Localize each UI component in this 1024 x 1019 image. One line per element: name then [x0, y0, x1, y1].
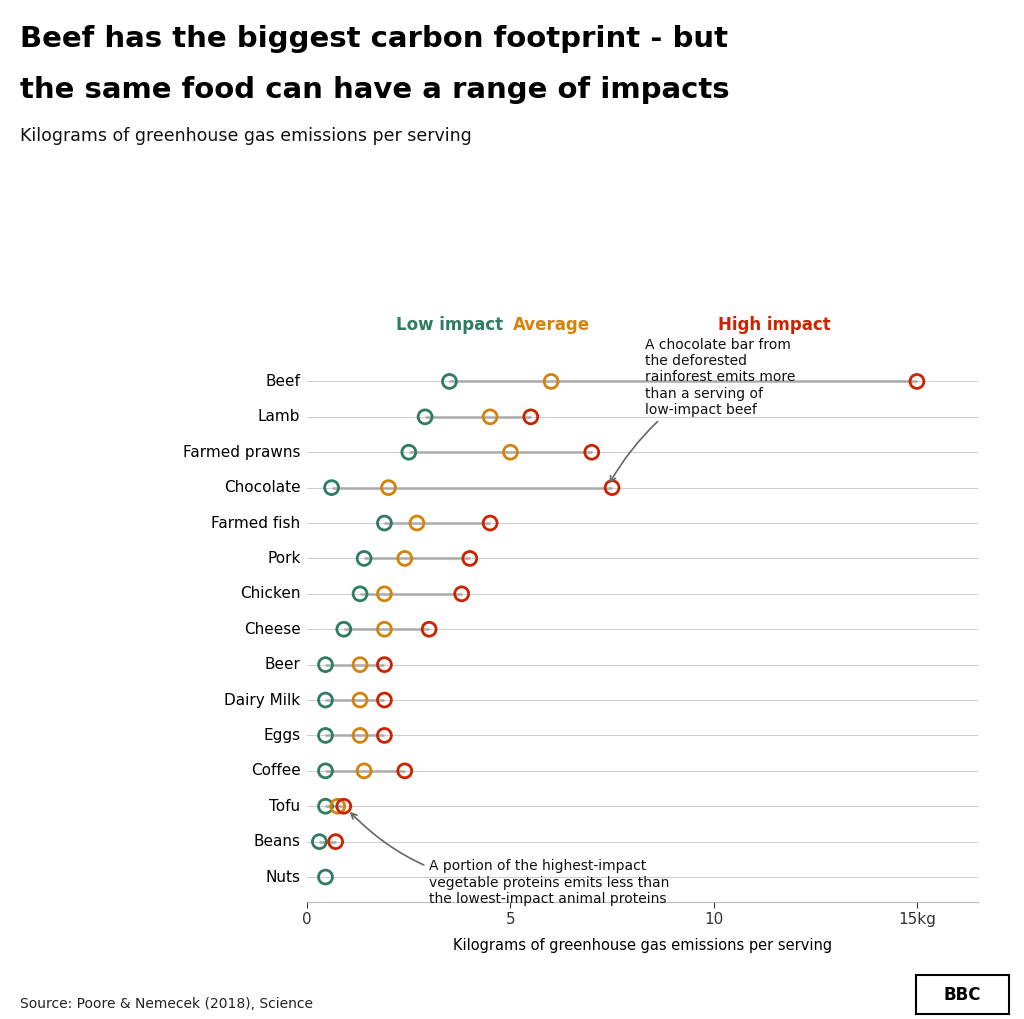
Text: Source: Poore & Nemecek (2018), Science: Source: Poore & Nemecek (2018), Science [20, 997, 313, 1011]
Point [376, 586, 392, 602]
Text: Tofu: Tofu [269, 799, 300, 814]
Point [317, 798, 334, 814]
Point [454, 586, 470, 602]
Point [396, 762, 413, 779]
Point [421, 621, 437, 638]
Point [482, 515, 499, 531]
Text: Coffee: Coffee [251, 763, 300, 779]
Text: Nuts: Nuts [265, 869, 300, 884]
Text: Lamb: Lamb [258, 410, 300, 424]
Point [311, 834, 328, 850]
X-axis label: Kilograms of greenhouse gas emissions per serving: Kilograms of greenhouse gas emissions pe… [453, 938, 833, 954]
Point [482, 409, 499, 425]
Text: Dairy Milk: Dairy Milk [224, 693, 300, 707]
Point [380, 480, 396, 496]
Point [352, 692, 369, 708]
Text: Average: Average [513, 316, 590, 333]
Text: Beef has the biggest carbon footprint - but: Beef has the biggest carbon footprint - … [20, 25, 728, 53]
Point [400, 444, 417, 461]
Point [336, 621, 352, 638]
Point [584, 444, 600, 461]
Point [543, 373, 559, 389]
Point [908, 373, 925, 389]
Point [376, 656, 392, 673]
Point [352, 586, 369, 602]
Point [317, 692, 334, 708]
Point [376, 692, 392, 708]
Point [356, 550, 373, 567]
Point [409, 515, 425, 531]
Text: A chocolate bar from
the deforested
rainforest emits more
than a serving of
low-: A chocolate bar from the deforested rain… [610, 338, 795, 482]
Point [441, 373, 458, 389]
Point [317, 869, 334, 886]
Point [352, 656, 369, 673]
Text: High impact: High impact [718, 316, 831, 333]
Text: Chicken: Chicken [240, 586, 300, 601]
Point [462, 550, 478, 567]
Point [376, 728, 392, 744]
Point [604, 480, 621, 496]
Point [522, 409, 539, 425]
Point [317, 762, 334, 779]
Text: Farmed prawns: Farmed prawns [183, 444, 300, 460]
Text: Beans: Beans [254, 835, 300, 849]
Text: BBC: BBC [944, 985, 981, 1004]
Text: Chocolate: Chocolate [224, 480, 300, 495]
Point [317, 656, 334, 673]
Text: A portion of the highest-impact
vegetable proteins emits less than
the lowest-im: A portion of the highest-impact vegetabl… [351, 813, 670, 906]
Text: Low impact: Low impact [396, 316, 503, 333]
Point [324, 480, 340, 496]
Point [376, 515, 392, 531]
Point [376, 621, 392, 638]
Text: the same food can have a range of impacts: the same food can have a range of impact… [20, 76, 730, 104]
Text: Beer: Beer [264, 657, 300, 673]
Text: Eggs: Eggs [263, 728, 300, 743]
Point [336, 798, 352, 814]
Text: Beef: Beef [265, 374, 300, 389]
Point [417, 409, 433, 425]
Text: Kilograms of greenhouse gas emissions per serving: Kilograms of greenhouse gas emissions pe… [20, 127, 472, 146]
Point [356, 762, 373, 779]
Point [502, 444, 518, 461]
Point [330, 798, 346, 814]
Point [328, 834, 344, 850]
Point [352, 728, 369, 744]
Point [396, 550, 413, 567]
Point [317, 728, 334, 744]
Text: Cheese: Cheese [244, 622, 300, 637]
Text: Farmed fish: Farmed fish [211, 516, 300, 531]
Text: Pork: Pork [267, 551, 300, 566]
